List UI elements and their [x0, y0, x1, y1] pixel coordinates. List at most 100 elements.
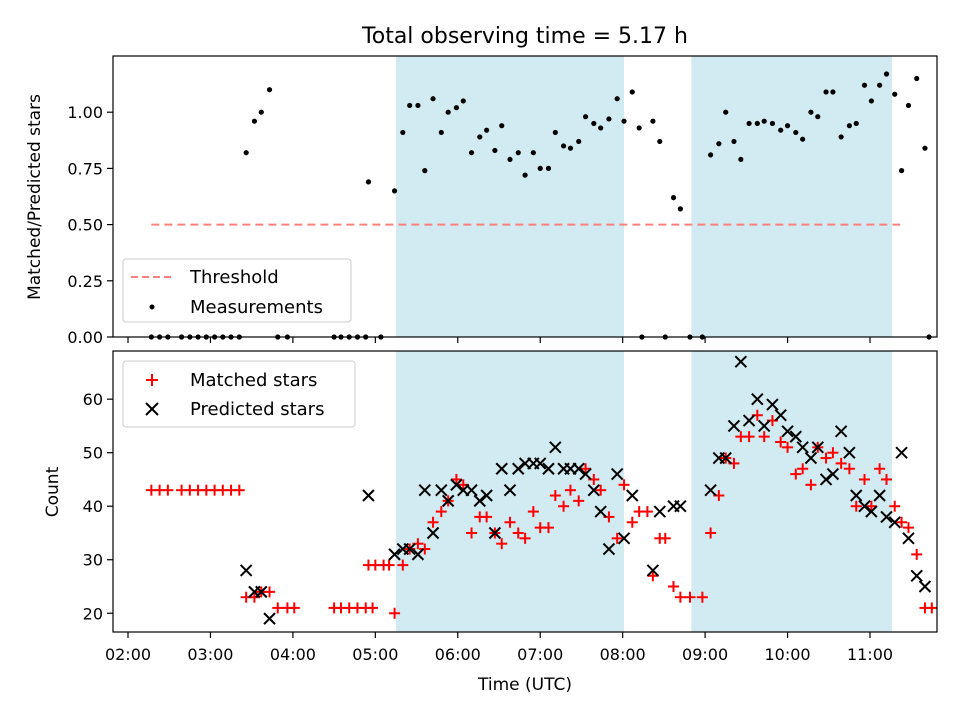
measurement-point	[530, 150, 536, 156]
top-axes-frame	[112, 55, 938, 338]
measurement-point	[453, 105, 460, 111]
predicted-star-point	[594, 505, 607, 518]
measurement-point	[606, 116, 612, 122]
measurement-point	[507, 156, 513, 163]
matched-star-point	[880, 473, 892, 485]
predicted-star-point	[742, 414, 756, 427]
matched-star-point	[512, 527, 524, 539]
matched-star-point	[647, 570, 659, 582]
x-axis-label: Time (UTC)	[477, 675, 572, 695]
predicted-star-point	[263, 612, 276, 625]
matched-star-point	[272, 602, 284, 614]
measurement-point	[677, 206, 683, 212]
measurement-point	[492, 147, 498, 154]
matched-star-point	[896, 516, 908, 528]
measurement-point	[258, 109, 264, 115]
predicted-star-point	[850, 489, 863, 502]
measurement-point	[853, 120, 859, 127]
shaded-interval-2	[691, 56, 892, 337]
bottom-x-ticks: 02:00 03:00 04:00 05:00 06:00 07:00 08:00 09:00…	[105, 632, 893, 664]
predicted-star-point	[704, 483, 717, 497]
measurement-point	[877, 82, 883, 88]
measurement-point	[243, 150, 249, 156]
measurement-point	[800, 136, 806, 142]
y-tick-label: 50	[83, 444, 103, 463]
matched-star-point	[850, 500, 862, 512]
matched-star-point	[427, 516, 439, 528]
predicted-star-point	[789, 430, 803, 443]
measurement-point	[468, 150, 475, 156]
matched-star-point	[450, 473, 462, 485]
predicted-star-point	[774, 409, 787, 422]
predicted-star-point	[811, 441, 824, 454]
measurement-point	[650, 118, 656, 124]
measurement-point	[905, 102, 912, 109]
y-tick-label: 0.25	[67, 272, 103, 291]
predicted-star-point	[910, 569, 923, 583]
predicted-star-point	[873, 489, 886, 502]
matched-star-point	[233, 484, 245, 496]
predicted-star-point	[534, 457, 547, 470]
measurement-point	[266, 87, 273, 93]
predicted-star-point	[403, 542, 416, 556]
predicted-star-point	[362, 489, 375, 502]
matched-star-point	[558, 500, 570, 512]
matched-star-point	[383, 559, 395, 571]
x-tick-label: 11:00	[847, 645, 893, 664]
predicted-star-point	[858, 500, 871, 513]
matched-star-point	[481, 511, 493, 523]
measurement-point	[754, 120, 760, 127]
matched-star-point	[397, 559, 409, 571]
measurement-point	[784, 123, 791, 129]
measurement-point	[861, 82, 868, 88]
measurement-point	[567, 145, 574, 151]
matched-legend-swatch	[146, 374, 158, 386]
bottom-legend: Matched stars Predicted stars	[122, 360, 356, 428]
shaded-interval-2	[691, 351, 892, 632]
measurement-point	[731, 138, 737, 145]
y-tick-label: 0.00	[67, 328, 103, 347]
predicted-star-point	[450, 478, 463, 492]
matched-star-point	[790, 468, 802, 480]
predicted-stars-points	[239, 355, 932, 625]
x-tick-label: 05:00	[352, 645, 398, 664]
matched-star-point	[775, 436, 787, 448]
measurement-point	[830, 89, 836, 95]
predicted-star-point	[646, 564, 660, 577]
predicted-star-point	[796, 441, 809, 454]
measurement-point	[430, 96, 436, 102]
bottom-y-axis-label: Count	[43, 466, 63, 517]
measurement-point	[761, 118, 767, 124]
predicted-star-point	[418, 483, 432, 497]
predicted-star-point	[766, 398, 779, 411]
predicted-star-point	[626, 489, 639, 502]
matched-star-point	[389, 607, 401, 619]
measurement-point	[716, 141, 722, 147]
measurement-point	[598, 125, 604, 131]
measurement-point	[400, 129, 406, 136]
y-tick-label: 1.00	[67, 103, 103, 122]
matched-star-point	[911, 548, 923, 560]
predicted-star-point	[473, 494, 486, 508]
predicted-star-point	[503, 483, 517, 497]
matched-star-point	[705, 527, 717, 539]
predicted-star-point	[819, 473, 833, 486]
predicted-star-point	[757, 419, 771, 433]
bottom-y-ticks: 20 30 40 50 60	[83, 390, 113, 623]
matched-stars-points	[145, 409, 938, 619]
measurement-point	[537, 165, 543, 171]
x-tick-label: 02:00	[105, 645, 151, 664]
matched-star-point	[595, 484, 607, 496]
matched-star-point	[466, 527, 478, 539]
bottom-legend-frame	[122, 360, 356, 428]
measurement-point	[251, 118, 258, 124]
measurement-point	[614, 96, 620, 102]
predicted-star-point	[719, 451, 732, 465]
matched-star-point	[641, 506, 653, 518]
measurements-legend-label: Measurements	[190, 297, 323, 318]
measurement-point	[407, 102, 413, 109]
matched-star-point	[162, 484, 174, 496]
measurement-point	[738, 156, 744, 163]
measurement-point	[591, 120, 597, 127]
